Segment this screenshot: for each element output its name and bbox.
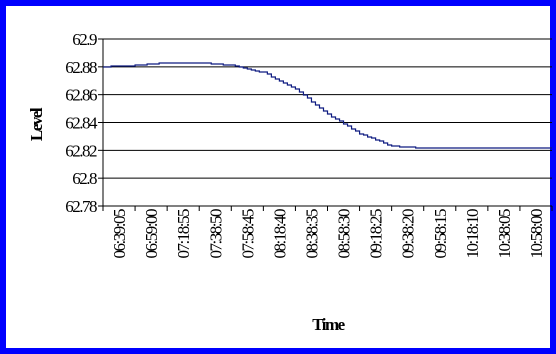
x-tick-label: 06:59:00 bbox=[142, 209, 161, 258]
x-tick-label: 08:58:30 bbox=[335, 209, 354, 258]
x-axis-ticks: 06:39:05 06:59:00 07:18:55 07:38:50 07:58:45… bbox=[102, 206, 553, 258]
x-tick-label: 08:38:35 bbox=[302, 209, 321, 258]
y-axis-ticks: 62.9 62.88 62.86 62.84 62.82 62.8 62.78 bbox=[65, 30, 103, 216]
x-tick-label: 07:18:55 bbox=[174, 209, 193, 258]
y-tick-label: 62.82 bbox=[65, 141, 97, 160]
x-tick-label: 10:58:00 bbox=[527, 209, 546, 258]
y-tick-label: 62.86 bbox=[65, 86, 97, 105]
x-tick-label: 10:38:05 bbox=[495, 209, 514, 258]
x-tick-label: 08:18:40 bbox=[270, 209, 289, 258]
y-tick-label: 62.78 bbox=[65, 197, 97, 216]
y-tick-label: 62.9 bbox=[72, 30, 97, 49]
x-tick-label: 09:58:15 bbox=[431, 209, 450, 258]
x-tick-label: 10:18:10 bbox=[463, 209, 482, 258]
x-tick-label: 06:39:05 bbox=[110, 209, 129, 258]
x-tick-label: 07:58:45 bbox=[238, 209, 257, 258]
x-tick-label: 07:38:50 bbox=[206, 209, 225, 258]
gridlines bbox=[103, 38, 552, 207]
series-layer bbox=[103, 62, 552, 149]
x-tick-label: 09:38:20 bbox=[399, 209, 418, 258]
x-axis-title: Time bbox=[312, 315, 345, 334]
y-tick-label: 62.88 bbox=[65, 58, 97, 77]
y-tick-label: 62.8 bbox=[72, 169, 97, 188]
y-tick-label: 62.84 bbox=[65, 114, 98, 133]
x-tick-label: 09:18:25 bbox=[367, 209, 386, 258]
y-axis-title: Level bbox=[27, 107, 46, 141]
series-line bbox=[103, 62, 552, 149]
